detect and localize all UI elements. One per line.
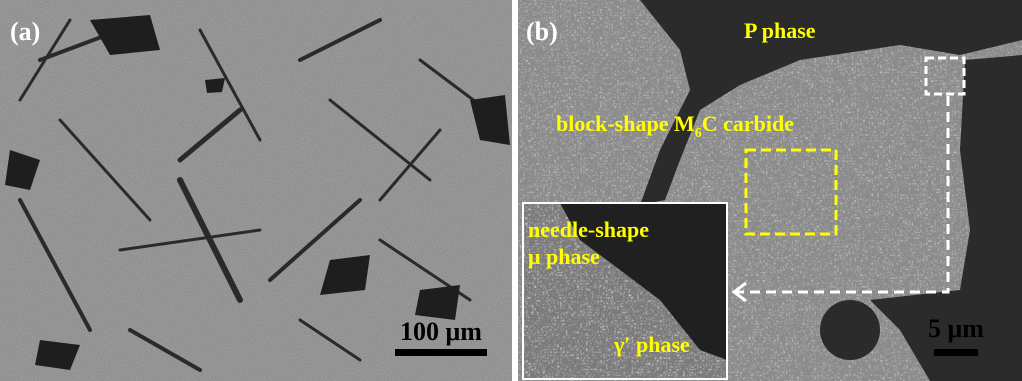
figure: (a) 100 μm (b) P phase block-shape M6C c… [0,0,1022,381]
scale-bar-label: 100 μm [400,317,482,346]
carbide-subscript: 6 [695,126,702,141]
scale-bar [395,349,487,356]
scale-bar [934,349,978,356]
carbide-text: block-shape M [556,111,695,136]
scale-bar-label: 5 μm [928,314,984,343]
p-phase-label: P phase [744,18,816,43]
inset-label: needle-shape [528,217,649,242]
inset-label: μ phase [528,244,600,269]
panel-label: (a) [10,17,40,46]
inset-label: γ′ phase [613,332,690,357]
carbide-text: C carbide [702,111,795,136]
panel-label: (b) [526,17,558,46]
